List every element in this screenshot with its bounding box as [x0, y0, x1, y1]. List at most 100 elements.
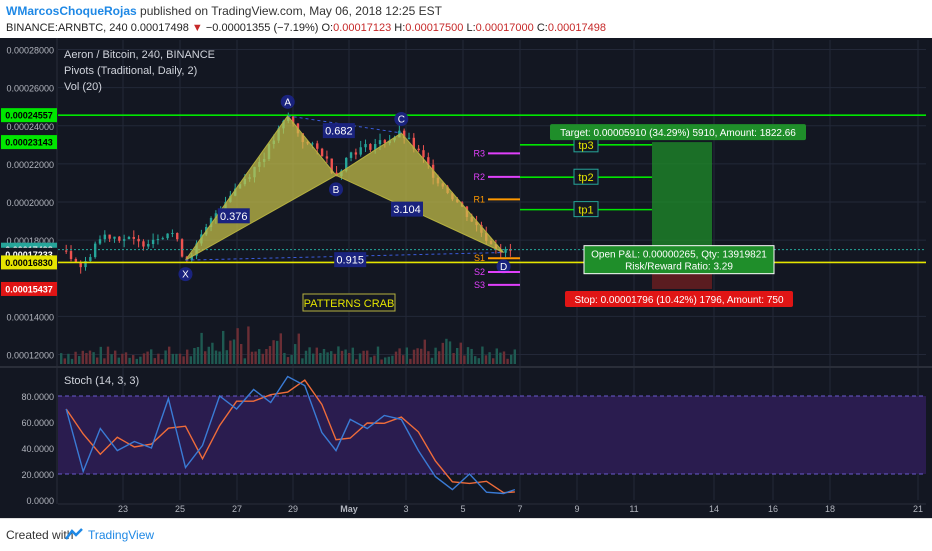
- candle-body: [151, 239, 155, 244]
- time-tick-label: May: [340, 504, 358, 514]
- candle-body: [118, 236, 121, 241]
- volume-bar: [434, 347, 437, 364]
- stoch-tick-label: 20.0000: [21, 470, 54, 480]
- high-value: 0.00017500: [405, 22, 464, 34]
- volume-bar: [412, 349, 416, 364]
- tradingview-logo-icon: [65, 528, 83, 540]
- volume-bar: [70, 358, 74, 364]
- volume-bars: [60, 326, 516, 364]
- volume-bar: [85, 353, 88, 364]
- price-tag-box: [1, 108, 57, 123]
- volume-bar: [358, 353, 362, 364]
- ratio-label: 3.104: [393, 204, 421, 216]
- volume-bar: [513, 349, 516, 364]
- target-info-box: [550, 124, 806, 141]
- symbol-label: BINANCE:ARNBTC, 240: [6, 22, 128, 34]
- volume-bar: [351, 347, 354, 364]
- candle-body: [166, 233, 169, 239]
- volume-bar: [391, 355, 394, 364]
- volume-bar: [387, 356, 390, 364]
- volume-bar: [150, 349, 153, 364]
- volume-bar: [373, 355, 376, 364]
- candle-body: [402, 130, 406, 139]
- candle-body: [69, 251, 73, 260]
- publish-info: WMarcosChoqueRojas published on TradingV…: [6, 4, 442, 18]
- volume-bar: [438, 351, 441, 364]
- ratio-box: [334, 252, 367, 268]
- pattern-point-label: D: [500, 262, 507, 273]
- volume-bar: [286, 357, 290, 364]
- volume-bar: [376, 346, 380, 364]
- stoch-band: [58, 396, 926, 474]
- pattern-point-marker: [329, 182, 343, 197]
- candle-body: [373, 144, 377, 150]
- volume-bar: [474, 356, 477, 364]
- stop-info-box: [565, 290, 793, 307]
- pattern-point-label: X: [182, 270, 189, 281]
- time-tick-label: 25: [175, 504, 185, 514]
- volume-bar: [243, 358, 246, 364]
- volume-bar: [178, 353, 182, 364]
- volume-bar: [272, 340, 275, 364]
- volume-bar: [448, 341, 452, 364]
- volume-bar: [60, 353, 63, 364]
- volume-bar: [146, 351, 149, 364]
- tradingview-brand-link[interactable]: TradingView: [88, 528, 155, 542]
- candle-body: [504, 248, 507, 253]
- volume-bar: [258, 349, 261, 364]
- volume-bar: [229, 340, 232, 364]
- volume-bar: [135, 358, 138, 364]
- volume-bar: [117, 357, 120, 364]
- volume-bar: [254, 351, 257, 364]
- volume-bar: [326, 352, 329, 364]
- volume-bar: [74, 351, 77, 364]
- volume-bar: [189, 356, 192, 364]
- volume-bar: [268, 346, 272, 364]
- volume-bar: [312, 353, 315, 364]
- candle-body: [108, 234, 111, 239]
- stoch-title: Stoch (14, 3, 3): [64, 375, 139, 387]
- volume-bar: [416, 348, 419, 364]
- volume-bar: [380, 359, 383, 364]
- volume-bar: [384, 357, 387, 364]
- take-profit-levels: tp3 tp2 tp1: [520, 136, 652, 218]
- volume-bar: [168, 346, 171, 364]
- candle-body: [147, 243, 150, 247]
- stochastic-pane: 80.0000 60.0000 40.0000 20.0000 0.0000 Stoch …: [21, 375, 926, 506]
- volume-bar: [78, 356, 81, 364]
- volume-bar: [337, 346, 340, 364]
- candle-body: [127, 237, 131, 240]
- candle-body: [407, 137, 411, 139]
- candle-body: [311, 143, 314, 145]
- volume-bar: [232, 339, 236, 364]
- volume-bar: [441, 342, 444, 364]
- volume-bar: [427, 351, 430, 364]
- rr-info-text: Risk/Reward Ratio: 3.29: [625, 262, 733, 273]
- time-axis: 23 25 27 29 May 3 5 7 9 11 14 16 18 21: [58, 503, 926, 514]
- volume-bar: [214, 350, 218, 364]
- chart-canvas[interactable]: 0.00028000 0.00026000 0.00024000 0.00022000…: [0, 38, 932, 518]
- candle-body: [359, 147, 362, 155]
- time-tick-label: 18: [825, 504, 835, 514]
- volume-bar: [484, 355, 488, 364]
- candle-body: [214, 213, 218, 219]
- price-tag-label: 0.00016830: [5, 258, 53, 268]
- price-tag-label: 0.00024557: [5, 111, 53, 121]
- volume-bar: [121, 353, 124, 364]
- volume-bar: [106, 346, 110, 364]
- volume-bar: [294, 344, 297, 364]
- volume-bar: [492, 358, 495, 364]
- volume-bar: [164, 350, 167, 364]
- candle-body: [345, 157, 348, 171]
- volume-bar: [196, 347, 200, 364]
- volume-bar: [452, 353, 455, 364]
- pattern-point-label: B: [333, 185, 340, 196]
- author-link[interactable]: WMarcosChoqueRojas: [6, 4, 137, 18]
- pivot-label: S3: [474, 280, 485, 290]
- candle-body: [349, 152, 353, 158]
- volume-bar: [333, 353, 336, 364]
- candle-body: [93, 243, 97, 258]
- target-box: [573, 201, 599, 218]
- volume-bar: [430, 357, 434, 364]
- candle-body: [132, 237, 135, 239]
